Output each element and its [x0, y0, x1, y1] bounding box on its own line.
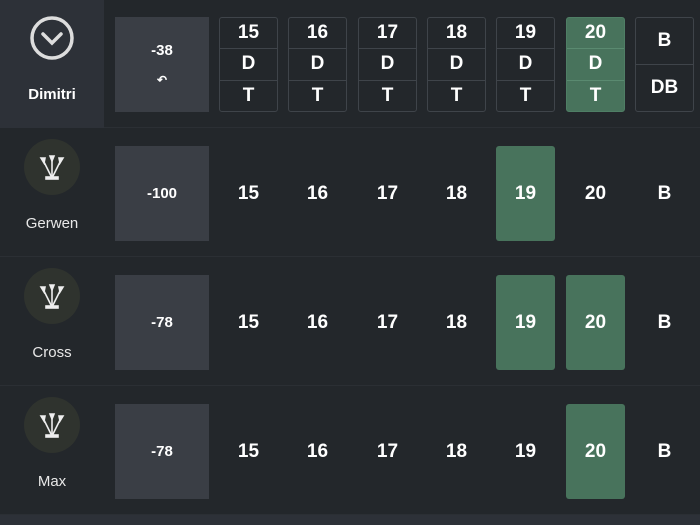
hit-button[interactable]: D [428, 49, 485, 81]
darts-icon [24, 139, 80, 195]
mark-B: B [657, 311, 672, 333]
chevron-down-circle-icon[interactable] [24, 10, 80, 66]
player-name: Max [37, 473, 67, 490]
undo-icon[interactable]: ↶ [156, 73, 168, 87]
hit-button[interactable]: D [567, 49, 624, 81]
darts-icon [24, 397, 80, 453]
segment-17: 17 D T [358, 17, 417, 112]
player[interactable]: Gerwen [0, 129, 104, 257]
player-name: Gerwen [25, 215, 79, 232]
segment-B: B DB [635, 17, 694, 112]
segment-16: 16 D T [288, 17, 347, 112]
bottom-bar [0, 515, 700, 525]
player[interactable]: Max [0, 387, 104, 515]
mark-15: 15 [237, 440, 260, 462]
score-box: -38 ↶ [115, 17, 209, 112]
mark-15: 15 [237, 311, 260, 333]
player-row: Max -78 15 16 17 18 19 20 B [0, 387, 700, 515]
current-player[interactable]: Dimitri [0, 0, 104, 128]
score-box: -78 [115, 275, 209, 370]
mark-18: 18 [445, 440, 468, 462]
hit-button[interactable]: B [636, 18, 693, 65]
hit-button[interactable]: 16 [289, 18, 346, 50]
hit-button[interactable]: D [220, 49, 277, 81]
mark-19: 19 [514, 440, 537, 462]
mark-16: 16 [306, 311, 329, 333]
hit-button[interactable]: 15 [220, 18, 277, 50]
mark-16: 16 [306, 440, 329, 462]
hit-button[interactable]: D [497, 49, 554, 81]
mark-20: 20 [566, 404, 625, 499]
hit-button[interactable]: T [589, 84, 602, 106]
mark-B: B [657, 440, 672, 462]
hit-button[interactable]: D [289, 49, 346, 81]
score: -78 [151, 314, 173, 331]
mark-18: 18 [445, 182, 468, 204]
hit-button[interactable]: DB [650, 77, 679, 98]
mark-B: B [657, 182, 672, 204]
mark-15: 15 [237, 182, 260, 204]
score: -78 [151, 443, 173, 460]
score: -38 [151, 42, 173, 59]
mark-17: 17 [376, 311, 399, 333]
player-row: Gerwen -100 15 16 17 18 19 20 B [0, 129, 700, 257]
hit-button[interactable]: 18 [428, 18, 485, 50]
mark-20: 20 [584, 182, 607, 204]
mark-20: 20 [566, 275, 625, 370]
hit-button[interactable]: T [450, 84, 463, 106]
score: -100 [146, 185, 178, 202]
segment-20: 20 D T [566, 17, 625, 112]
hit-button[interactable]: T [519, 84, 532, 106]
hit-button[interactable]: 19 [497, 18, 554, 50]
hit-button[interactable]: T [381, 84, 394, 106]
darts-icon [24, 268, 80, 324]
score-box: -100 [115, 146, 209, 241]
hit-button[interactable]: T [242, 84, 255, 106]
mark-19: 19 [496, 275, 555, 370]
segment-18: 18 D T [427, 17, 486, 112]
hit-button[interactable]: D [359, 49, 416, 81]
segment-15: 15 D T [219, 17, 278, 112]
player[interactable]: Cross [0, 258, 104, 386]
hit-button[interactable]: T [311, 84, 324, 106]
mark-17: 17 [376, 182, 399, 204]
hit-button[interactable]: 17 [359, 18, 416, 50]
mark-17: 17 [376, 440, 399, 462]
player-name: Dimitri [28, 86, 76, 103]
score-box: -78 [115, 404, 209, 499]
mark-18: 18 [445, 311, 468, 333]
hit-button[interactable]: 20 [567, 18, 624, 50]
current-player-row: Dimitri -38 ↶ 15 D T 16 D T 17 D T 18 D T 19 D T 20 D T B DB [0, 0, 700, 128]
segment-19: 19 D T [496, 17, 555, 112]
player-name: Cross [32, 344, 72, 361]
mark-19: 19 [496, 146, 555, 241]
player-row: Cross -78 15 16 17 18 19 20 B [0, 258, 700, 386]
mark-16: 16 [306, 182, 329, 204]
